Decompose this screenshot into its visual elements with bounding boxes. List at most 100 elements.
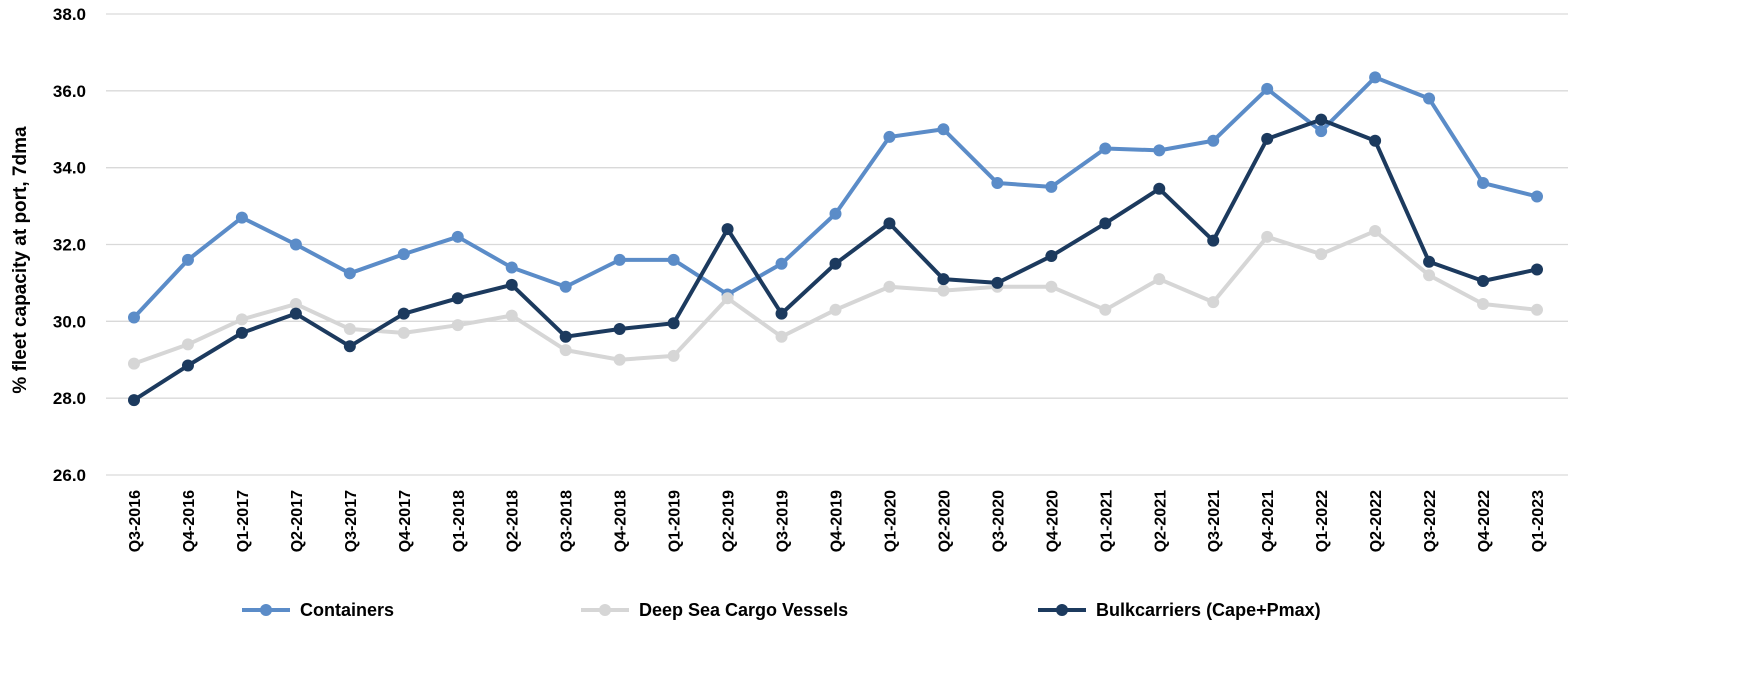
x-tick-label: Q2-2018 (505, 490, 522, 552)
series-containers (128, 71, 1543, 324)
data-point (1369, 71, 1382, 84)
data-point (181, 338, 194, 351)
data-point (1423, 92, 1436, 105)
data-point (883, 130, 896, 143)
x-tick-label: Q3-2022 (1422, 490, 1439, 552)
data-point (451, 319, 464, 332)
data-point (1423, 269, 1436, 282)
x-tick-label: Q1-2017 (235, 490, 252, 552)
data-point (343, 267, 356, 280)
data-point (1315, 125, 1328, 138)
data-point (1477, 298, 1490, 311)
gridlines (106, 13, 1568, 476)
data-point (451, 230, 464, 243)
x-tick-label: Q4-2018 (613, 490, 630, 552)
data-point (1153, 144, 1166, 157)
legend-marker (1056, 604, 1068, 616)
y-tick-label: 34.0 (53, 159, 86, 178)
data-point (1045, 280, 1058, 293)
data-point (559, 344, 572, 357)
data-point (128, 311, 140, 324)
data-point (937, 284, 950, 297)
legend-item: Containers (242, 600, 394, 620)
x-tick-label: Q2-2019 (721, 490, 738, 552)
legend-marker (599, 604, 611, 616)
data-point (667, 253, 680, 266)
data-point (991, 276, 1004, 289)
series-line (132, 75, 1538, 319)
data-point (829, 257, 842, 270)
data-point (1261, 230, 1274, 243)
data-point (451, 292, 464, 305)
y-axis-title: % fleet capacity at port, 7dma (10, 126, 31, 394)
data-point (1315, 113, 1328, 126)
data-point (505, 309, 518, 322)
data-point (775, 307, 788, 320)
data-point (559, 330, 572, 343)
x-tick-label: Q3-2016 (127, 490, 144, 552)
data-point (1099, 303, 1112, 316)
x-tick-label: Q3-2018 (559, 490, 576, 552)
data-point (181, 359, 194, 372)
legend-label: Deep Sea Cargo Vessels (639, 600, 848, 620)
data-point (1531, 303, 1543, 316)
data-point (829, 207, 842, 220)
x-axis-ticks: Q3-2016 Q4-2016 Q1-2017 Q2-2017 Q3-2017 Q4-20… (127, 490, 1547, 552)
data-point (1369, 134, 1382, 147)
y-tick-label: 38.0 (53, 5, 86, 24)
legend-item: Bulkcarriers (Cape+Pmax) (1038, 600, 1321, 620)
x-tick-label: Q2-2020 (936, 490, 953, 552)
data-point (128, 394, 140, 407)
y-tick-label: 28.0 (53, 389, 86, 408)
data-point (289, 238, 302, 251)
data-point (1207, 296, 1220, 309)
data-point (235, 313, 248, 326)
data-point (343, 323, 356, 336)
x-tick-label: Q1-2020 (882, 490, 899, 552)
x-tick-label: Q3-2021 (1206, 490, 1223, 552)
data-point (343, 340, 356, 353)
data-point (1153, 273, 1166, 286)
data-point (1477, 177, 1490, 190)
data-point (667, 349, 680, 362)
data-point (1423, 255, 1436, 268)
series-bulkcarriers-cape-pmax (128, 113, 1543, 407)
data-point (613, 353, 626, 366)
y-tick-label: 30.0 (53, 312, 86, 331)
data-point (721, 292, 734, 305)
x-tick-label: Q1-2021 (1098, 490, 1115, 552)
data-point (1207, 134, 1220, 147)
data-point (1477, 274, 1490, 287)
data-point (1261, 132, 1274, 145)
legend-label: Bulkcarriers (Cape+Pmax) (1096, 600, 1321, 620)
data-point (775, 257, 788, 270)
y-tick-label: 36.0 (53, 82, 86, 101)
legend: Containers Deep Sea Cargo Vessels Bulkcarr… (242, 600, 1321, 620)
data-point (1315, 248, 1328, 261)
data-point (505, 261, 518, 274)
data-point (1099, 217, 1112, 230)
data-point (991, 177, 1004, 190)
y-tick-label: 32.0 (53, 236, 86, 255)
series-lines (128, 71, 1543, 407)
data-point (181, 253, 194, 266)
legend-label: Containers (300, 600, 394, 620)
x-tick-label: Q3-2019 (775, 490, 792, 552)
data-point (613, 323, 626, 336)
legend-item: Deep Sea Cargo Vessels (581, 600, 848, 620)
x-tick-label: Q4-2020 (1044, 490, 1061, 552)
x-tick-label: Q2-2021 (1152, 490, 1169, 552)
data-point (235, 326, 248, 339)
data-point (397, 307, 410, 320)
y-axis-ticks: 26.0 28.0 30.0 32.0 34.0 36.0 38.0 (53, 5, 86, 485)
x-tick-label: Q2-2022 (1368, 490, 1385, 552)
x-tick-label: Q4-2021 (1260, 490, 1277, 552)
data-point (1531, 263, 1543, 276)
x-tick-label: Q1-2022 (1314, 490, 1331, 552)
data-point (1045, 180, 1058, 193)
data-point (1207, 234, 1220, 247)
x-tick-label: Q3-2017 (343, 490, 360, 552)
x-tick-label: Q4-2016 (181, 490, 198, 552)
